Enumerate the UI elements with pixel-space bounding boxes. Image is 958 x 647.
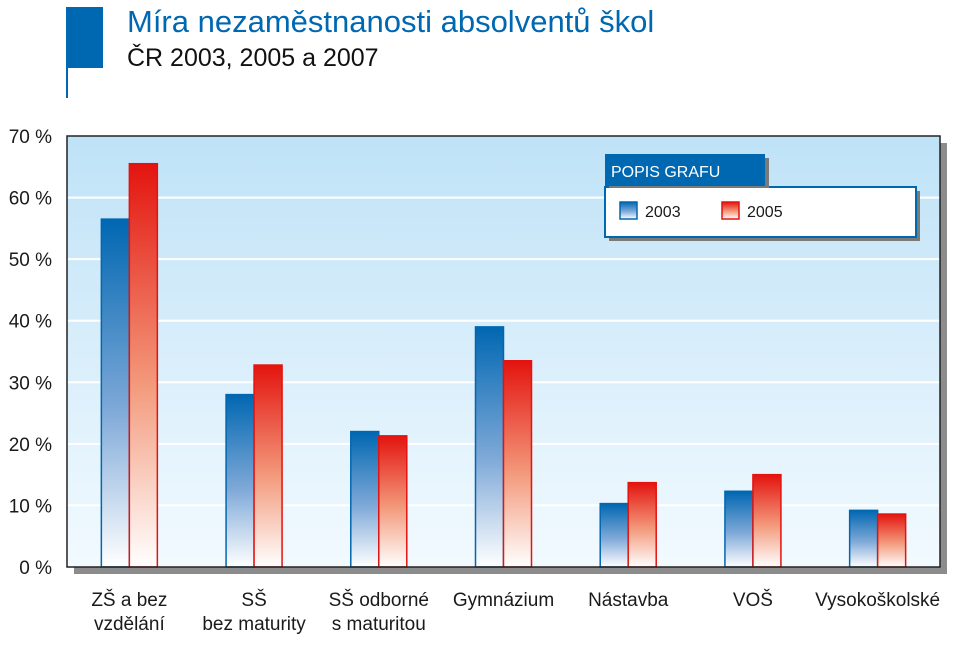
bar-2005-6 bbox=[876, 513, 907, 568]
y-tick-label: 60 % bbox=[9, 189, 52, 210]
bar-2003-1 bbox=[225, 393, 255, 568]
y-tick-label: 20 % bbox=[9, 435, 52, 456]
bar-2005-1 bbox=[253, 364, 283, 568]
legend-label-2005: 2005 bbox=[747, 204, 783, 221]
y-tick-label: 10 % bbox=[9, 496, 52, 517]
x-tick-label: s maturitou bbox=[332, 614, 426, 635]
x-tick-label: VOŠ bbox=[733, 589, 773, 611]
bar-2005-0 bbox=[128, 162, 159, 568]
legend-title-box bbox=[605, 154, 765, 186]
title-accent-rule bbox=[66, 68, 68, 98]
bar-2003-5 bbox=[724, 490, 754, 568]
x-tick-label: Vysokoškolské bbox=[815, 590, 940, 611]
y-tick-label: 70 % bbox=[9, 127, 52, 148]
x-tick-label: SŠ bbox=[241, 589, 266, 611]
x-tick-label: SŠ odborné bbox=[329, 589, 429, 611]
bar-2003-4 bbox=[599, 502, 629, 568]
bar-2003-3 bbox=[474, 326, 505, 568]
bar-2005-3 bbox=[502, 359, 533, 568]
legend-title: POPIS GRAFU bbox=[611, 164, 720, 181]
bar-2005-4 bbox=[627, 481, 657, 568]
plot-border bbox=[66, 135, 941, 568]
y-tick-label: 0 % bbox=[19, 558, 52, 579]
bar-2005-5 bbox=[752, 473, 782, 568]
y-tick-label: 50 % bbox=[9, 250, 52, 271]
bar-2003-6 bbox=[848, 509, 879, 568]
bar-2003-2 bbox=[350, 430, 380, 568]
title-accent-bar bbox=[66, 7, 103, 68]
y-tick-label: 40 % bbox=[9, 312, 52, 333]
bar-2003-0 bbox=[100, 218, 131, 568]
chart-title: Míra nezaměstnanosti absolventů škol bbox=[127, 4, 655, 39]
x-tick-label: ZŠ a bez bbox=[91, 589, 167, 611]
legend-swatch-2005 bbox=[721, 201, 740, 220]
y-tick-label: 30 % bbox=[9, 373, 52, 394]
x-tick-label: Nástavba bbox=[588, 590, 669, 611]
x-tick-label: Gymnázium bbox=[453, 590, 554, 611]
legend-label-2003: 2003 bbox=[645, 204, 681, 221]
x-tick-label: vzdělání bbox=[94, 614, 165, 635]
bar-2005-2 bbox=[378, 435, 408, 568]
chart-subtitle: ČR 2003, 2005 a 2007 bbox=[127, 44, 379, 72]
legend-swatch-2003 bbox=[619, 201, 638, 220]
x-tick-label: bez maturity bbox=[202, 614, 306, 635]
legend-box bbox=[604, 186, 917, 238]
